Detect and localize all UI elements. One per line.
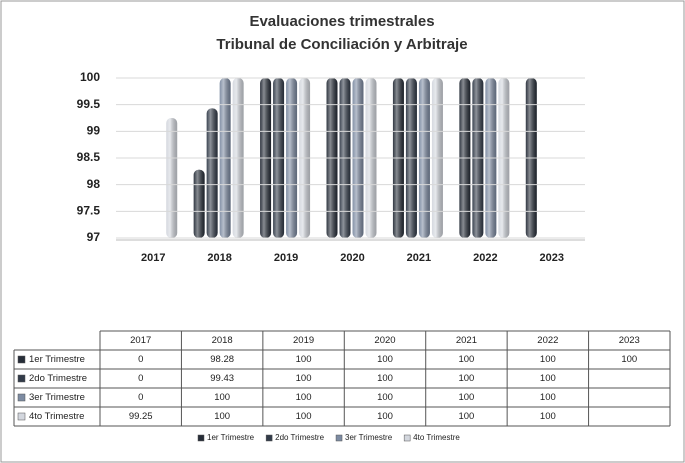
table-cell: 100: [296, 411, 312, 422]
x-tick-label: 2017: [141, 252, 165, 264]
table-cell: 0: [138, 373, 143, 384]
x-tick-label: 2019: [274, 252, 298, 264]
legend-key: [265, 434, 273, 442]
table-cell: 98.28: [210, 354, 234, 365]
table-cell: 100: [377, 354, 393, 365]
table-cell: 100: [296, 354, 312, 365]
legend-label: 4to Trimestre: [413, 433, 460, 442]
table-header: 2020: [374, 335, 395, 346]
table-cell: 100: [377, 392, 393, 403]
chart-title: Evaluaciones trimestrales: [249, 13, 434, 30]
legend-key: [197, 434, 205, 442]
table-cell: 100: [458, 411, 474, 422]
table-cell: 100: [296, 392, 312, 403]
table-header: 2018: [212, 335, 233, 346]
x-tick-label: 2022: [473, 252, 497, 264]
legend-label: 1er Trimestre: [207, 433, 255, 442]
table-cell: 100: [214, 411, 230, 422]
bar-shine: [206, 108, 218, 239]
table-row-label: 4to Trimestre: [29, 411, 84, 422]
y-tick-label: 100: [80, 70, 100, 84]
bar-shine: [166, 118, 178, 238]
table-key: [17, 393, 26, 402]
table-key: [17, 355, 26, 364]
table-cell: 0: [138, 392, 143, 403]
table-cell: 100: [621, 354, 637, 365]
table-cell: 100: [540, 373, 556, 384]
x-tick-label: 2023: [540, 252, 564, 264]
table-key: [17, 412, 26, 421]
y-tick-label: 98.5: [77, 150, 101, 164]
table-cell: 100: [214, 392, 230, 403]
x-tick-label: 2020: [340, 252, 364, 264]
table-header: 2017: [130, 335, 151, 346]
table-header: 2022: [537, 335, 558, 346]
table-row-label: 3er Trimestre: [29, 392, 85, 403]
table-cell: 0: [138, 354, 143, 365]
table-key: [17, 374, 26, 383]
table-cell: 99.43: [210, 373, 234, 384]
x-tick-label: 2021: [407, 252, 431, 264]
table-header: 2023: [619, 335, 640, 346]
legend-label: 3er Trimestre: [345, 433, 393, 442]
table-cell: 100: [458, 392, 474, 403]
bar-shine: [193, 169, 205, 238]
table-cell: 100: [377, 411, 393, 422]
chart-subtitle: Tribunal de Conciliación y Arbitraje: [216, 36, 467, 53]
table-cell: 100: [540, 354, 556, 365]
legend-key: [335, 434, 343, 442]
table-row-label: 1er Trimestre: [29, 354, 85, 365]
table-header: 2019: [293, 335, 314, 346]
y-tick-label: 97: [87, 230, 101, 244]
table-cell: 100: [296, 373, 312, 384]
legend-label: 2do Trimestre: [275, 433, 324, 442]
table-cell: 100: [540, 411, 556, 422]
table-cell: 100: [540, 392, 556, 403]
table-cell: 100: [377, 373, 393, 384]
table-cell: 99.25: [129, 411, 153, 422]
y-tick-label: 97.5: [77, 204, 101, 218]
table-cell: 100: [458, 373, 474, 384]
x-tick-label: 2018: [207, 252, 231, 264]
legend-key: [403, 434, 411, 442]
y-tick-label: 98: [87, 177, 101, 191]
y-tick-label: 99: [87, 124, 101, 138]
table-cell: 100: [458, 354, 474, 365]
table-row-label: 2do Trimestre: [29, 373, 87, 384]
y-tick-label: 99.5: [77, 97, 101, 111]
table-header: 2021: [456, 335, 477, 346]
